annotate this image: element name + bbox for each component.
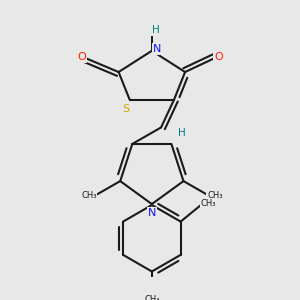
Text: H: H: [178, 128, 185, 138]
Text: CH₃: CH₃: [144, 295, 160, 300]
Text: O: O: [214, 52, 223, 62]
Text: CH₃: CH₃: [201, 199, 216, 208]
Text: O: O: [77, 52, 86, 62]
Text: N: N: [153, 44, 162, 54]
Text: H: H: [152, 25, 159, 34]
Text: CH₃: CH₃: [81, 191, 97, 200]
Text: S: S: [122, 104, 130, 114]
Text: CH₃: CH₃: [207, 191, 223, 200]
Text: N: N: [148, 208, 156, 218]
